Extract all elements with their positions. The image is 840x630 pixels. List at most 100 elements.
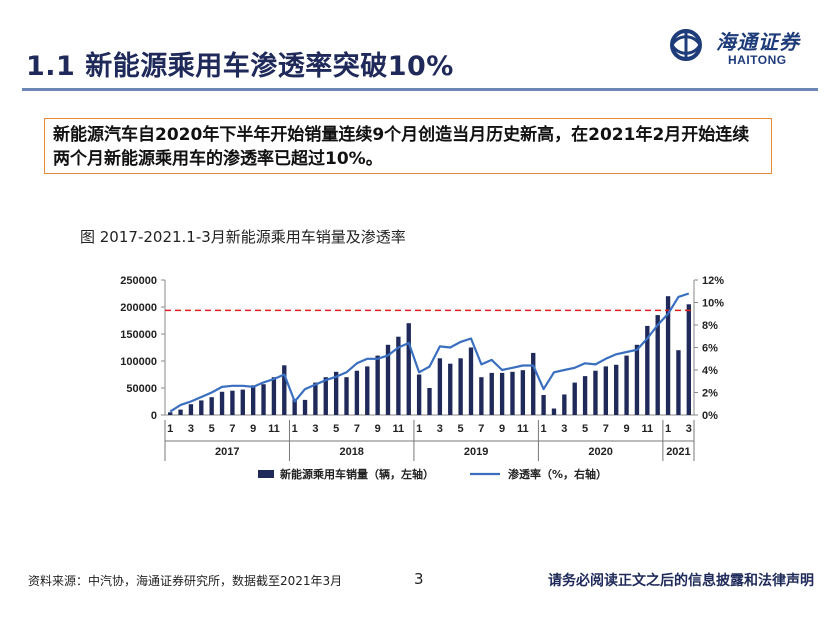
page-number: 3 xyxy=(414,570,424,588)
x-year-label: 2018 xyxy=(339,446,363,458)
sales-bar xyxy=(188,404,194,415)
y-right-tick-label: 6% xyxy=(702,343,718,355)
y-left-tick-label: 150000 xyxy=(120,329,157,341)
x-month-tick-label: 1 xyxy=(167,423,173,435)
x-month-tick-label: 1 xyxy=(541,423,547,435)
haitong-logo xyxy=(670,29,702,61)
y-right-tick-label: 10% xyxy=(702,298,724,310)
logo-chinese: 海通证券 xyxy=(716,30,800,54)
sales-bar xyxy=(686,304,691,415)
x-month-tick-label: 5 xyxy=(582,423,588,435)
x-month-tick-label: 5 xyxy=(333,423,339,435)
sales-bar xyxy=(645,325,650,415)
y-left-tick-label: 0 xyxy=(151,410,157,422)
y-right-tick-label: 4% xyxy=(702,365,718,377)
x-month-tick-label: 9 xyxy=(250,423,256,435)
x-month-tick-label: 9 xyxy=(499,423,505,435)
sales-bar xyxy=(271,377,277,415)
sales-bar xyxy=(282,365,287,415)
y-right-tick-label: 12% xyxy=(702,275,724,287)
sales-bar xyxy=(302,399,308,415)
sales-bar xyxy=(665,296,671,415)
sales-bar xyxy=(230,390,235,415)
x-year-label: 2020 xyxy=(588,446,612,458)
sales-bar xyxy=(209,397,214,415)
x-month-tick-label: 11 xyxy=(268,423,280,435)
y-left-tick-label: 200000 xyxy=(120,302,157,314)
legend-line-label: 渗透率（%，右轴） xyxy=(508,467,607,481)
x-month-tick-label: 5 xyxy=(209,423,215,435)
sales-bar xyxy=(199,400,204,415)
y-left-tick-label: 250000 xyxy=(120,275,157,287)
x-month-tick-label: 11 xyxy=(517,423,529,435)
summary-callout: 新能源汽车自2020年下半年开始销量连续9个月创造当月历史新高，在2021年2月… xyxy=(44,118,772,174)
sales-bar xyxy=(541,395,546,415)
x-month-tick-label: 9 xyxy=(375,423,381,435)
sales-bar xyxy=(562,394,567,415)
sales-bar xyxy=(406,323,411,415)
penetration-line xyxy=(169,292,690,413)
sales-bar xyxy=(551,408,557,415)
figure-title: 图 2017-2021.1-3月新能源乘用车销量及渗透率 xyxy=(80,228,406,246)
sales-bar xyxy=(593,370,598,415)
sales-bar xyxy=(489,372,494,415)
sales-bar xyxy=(624,355,629,415)
x-month-tick-label: 1 xyxy=(665,423,671,435)
x-month-tick-label: 1 xyxy=(416,423,422,435)
sales-bar xyxy=(313,382,318,415)
x-year-label: 2021 xyxy=(666,446,690,458)
y-left-tick-label: 100000 xyxy=(120,356,157,368)
x-month-tick-label: 7 xyxy=(354,423,360,435)
x-month-tick-label: 3 xyxy=(561,423,567,435)
sales-bar xyxy=(531,352,536,415)
x-month-tick-label: 9 xyxy=(624,423,630,435)
sales-bar xyxy=(292,398,297,415)
legend-bar-label: 新能源乘用车销量（辆，左轴） xyxy=(280,467,434,481)
source-note: 资料来源：中汽协，海通证券研究所，数据截至2021年3月 xyxy=(28,574,343,588)
sales-bar xyxy=(655,315,660,415)
y-right-tick-label: 0% xyxy=(702,410,718,422)
sales-bar xyxy=(468,347,474,415)
x-month-tick-label: 11 xyxy=(393,423,405,435)
sales-bar xyxy=(240,389,245,415)
y-right-tick-label: 8% xyxy=(702,320,718,332)
disclaimer: 请务必阅读正文之后的信息披露和法律声明 xyxy=(548,573,814,589)
sales-bar xyxy=(603,366,609,415)
sales-bar xyxy=(572,382,577,415)
x-month-tick-label: 3 xyxy=(686,423,692,435)
sales-bar xyxy=(219,391,225,415)
sales-bar xyxy=(396,336,401,415)
x-month-tick-label: 3 xyxy=(312,423,318,435)
sales-bar xyxy=(168,412,173,415)
sales-bar xyxy=(365,366,370,415)
sales-bar xyxy=(510,371,515,415)
sales-bar xyxy=(448,363,453,415)
x-month-tick-label: 11 xyxy=(642,423,654,435)
x-month-tick-label: 5 xyxy=(458,423,464,435)
x-month-tick-label: 3 xyxy=(437,423,443,435)
sales-bar xyxy=(479,377,484,415)
sales-bar xyxy=(323,377,328,415)
sales-bar xyxy=(499,372,505,415)
sales-bar xyxy=(614,364,619,415)
sales-bar xyxy=(416,374,422,415)
logo-emblem-icon xyxy=(670,29,702,61)
slide-title: 1.1 新能源乘用车渗透率突破10% xyxy=(26,51,454,82)
sales-bar xyxy=(427,388,432,415)
sales-bar xyxy=(437,358,443,415)
sales-bar xyxy=(178,409,183,415)
x-year-label: 2019 xyxy=(464,446,488,458)
sales-bar xyxy=(520,370,526,415)
sales-bar xyxy=(634,344,640,415)
legend-bar-swatch xyxy=(258,470,274,478)
sales-bar xyxy=(676,350,681,415)
x-month-tick-label: 1 xyxy=(292,423,298,435)
x-month-tick-label: 7 xyxy=(478,423,484,435)
sales-bar xyxy=(385,344,391,415)
sales-bar xyxy=(333,371,339,415)
sales-bar xyxy=(582,376,588,415)
x-year-label: 2017 xyxy=(215,446,239,458)
sales-bar xyxy=(261,384,266,415)
sales-bar xyxy=(354,370,360,415)
